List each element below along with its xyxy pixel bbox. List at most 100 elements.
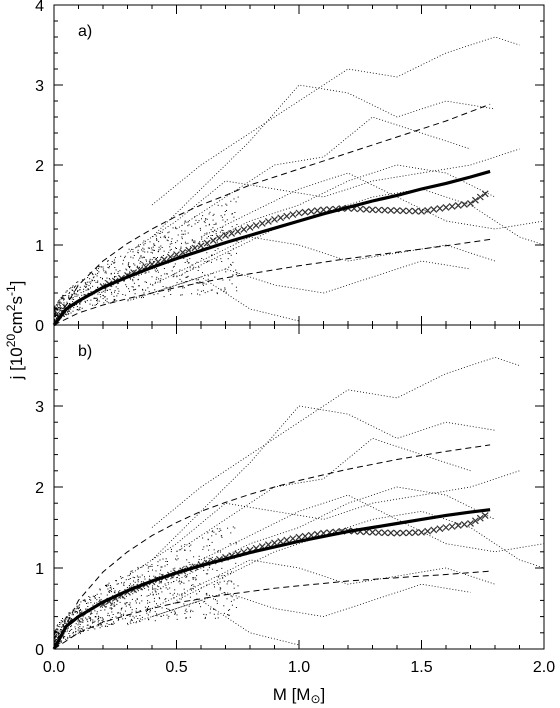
cloud-dot bbox=[71, 618, 73, 620]
cloud-dot bbox=[138, 587, 140, 589]
cloud-dot bbox=[58, 632, 60, 634]
cloud-dot bbox=[68, 299, 70, 300]
cloud-dot bbox=[217, 551, 219, 553]
cloud-dot bbox=[207, 291, 209, 293]
cloud-dot bbox=[68, 617, 70, 619]
cloud-dot bbox=[186, 260, 188, 262]
cloud-dot bbox=[154, 281, 156, 283]
cloud-dot bbox=[106, 301, 108, 303]
cloud-dot bbox=[94, 280, 96, 282]
cloud-dot bbox=[124, 610, 126, 612]
cloud-dot bbox=[171, 238, 173, 240]
panel-b-dashed bbox=[53, 444, 491, 650]
cloud-dot bbox=[133, 585, 135, 587]
mean-marker bbox=[222, 231, 229, 239]
cloud-dot bbox=[184, 610, 186, 612]
cloud-dot bbox=[208, 224, 210, 226]
cloud-dot bbox=[80, 630, 81, 632]
cloud-dot bbox=[81, 279, 83, 281]
cloud-dot bbox=[54, 641, 56, 642]
cloud-dot bbox=[188, 545, 190, 547]
cloud-dot bbox=[237, 196, 239, 198]
cloud-dot bbox=[63, 619, 65, 621]
cloud-dot bbox=[188, 562, 190, 563]
cloud-dot bbox=[160, 245, 162, 247]
cloud-dot bbox=[172, 594, 174, 596]
cloud-dot bbox=[111, 591, 112, 593]
cloud-dot bbox=[96, 602, 98, 604]
cloud-dot bbox=[83, 285, 85, 287]
cloud-dot bbox=[133, 591, 135, 593]
cloud-dot bbox=[175, 226, 177, 228]
cloud-dot bbox=[94, 595, 96, 596]
cloud-dot bbox=[128, 579, 130, 580]
cloud-dot bbox=[233, 198, 235, 200]
cloud-dot bbox=[189, 267, 191, 269]
cloud-dot bbox=[96, 299, 98, 300]
cloud-dot bbox=[79, 633, 81, 635]
cloud-dot bbox=[124, 603, 126, 605]
cloud-dot bbox=[153, 588, 155, 590]
cloud-dot bbox=[133, 276, 135, 278]
cloud-dot bbox=[227, 252, 229, 254]
cloud-dot bbox=[56, 634, 58, 636]
cloud-dot bbox=[57, 637, 59, 638]
cloud-dot bbox=[77, 624, 79, 626]
cloud-dot bbox=[181, 595, 183, 597]
cloud-dot bbox=[223, 592, 225, 594]
cloud-dot bbox=[154, 245, 156, 246]
cloud-dot bbox=[89, 597, 91, 599]
cloud-dot bbox=[98, 616, 100, 618]
cloud-dot bbox=[138, 285, 140, 287]
cloud-dot bbox=[224, 214, 226, 216]
cloud-dot bbox=[158, 586, 160, 588]
cloud-dot bbox=[186, 611, 188, 613]
cloud-dot bbox=[217, 576, 219, 578]
cloud-dot bbox=[212, 219, 214, 221]
cloud-dot bbox=[114, 261, 116, 263]
cloud-dot bbox=[214, 617, 216, 619]
cloud-dot bbox=[104, 280, 106, 282]
cloud-dot bbox=[100, 266, 102, 268]
cloud-dot bbox=[155, 235, 157, 237]
cloud-dot bbox=[135, 288, 137, 290]
cloud-dot bbox=[90, 599, 92, 601]
mean-marker bbox=[454, 522, 462, 529]
cloud-dot bbox=[124, 255, 126, 257]
cloud-dot bbox=[156, 603, 157, 605]
cloud-dot bbox=[56, 309, 58, 311]
cloud-dot bbox=[90, 287, 91, 289]
cloud-dot bbox=[230, 264, 232, 266]
mean-marker bbox=[283, 212, 291, 220]
cloud-dot bbox=[89, 617, 91, 619]
cloud-dot bbox=[181, 230, 183, 232]
cloud-dot bbox=[71, 619, 73, 621]
cloud-dot bbox=[158, 575, 160, 577]
cloud-dot bbox=[212, 595, 214, 597]
cloud-dot bbox=[69, 310, 70, 312]
cloud-dot bbox=[181, 573, 183, 575]
cloud-dot bbox=[169, 289, 171, 291]
cloud-dot bbox=[93, 621, 95, 623]
cloud-dot bbox=[152, 594, 154, 596]
cloud-dot bbox=[179, 269, 181, 271]
cloud-dot bbox=[93, 596, 95, 597]
cloud-dot bbox=[197, 279, 199, 281]
mean-marker bbox=[301, 208, 309, 216]
cloud-dot bbox=[101, 620, 103, 621]
cloud-dot bbox=[106, 626, 108, 627]
cloud-dot bbox=[95, 281, 97, 283]
cloud-dot bbox=[185, 276, 187, 278]
cloud-dot bbox=[72, 310, 74, 312]
cloud-dot bbox=[109, 585, 111, 586]
cloud-dot bbox=[73, 299, 75, 300]
cloud-dot bbox=[120, 614, 122, 616]
cloud-dot bbox=[133, 289, 135, 291]
cloud-dot bbox=[149, 260, 151, 262]
cloud-dot bbox=[81, 621, 83, 623]
cloud-dot bbox=[211, 531, 213, 533]
cloud-dot bbox=[58, 307, 59, 309]
cloud-dot bbox=[77, 284, 79, 286]
cloud-dot bbox=[168, 290, 170, 292]
cloud-dot bbox=[127, 273, 128, 275]
